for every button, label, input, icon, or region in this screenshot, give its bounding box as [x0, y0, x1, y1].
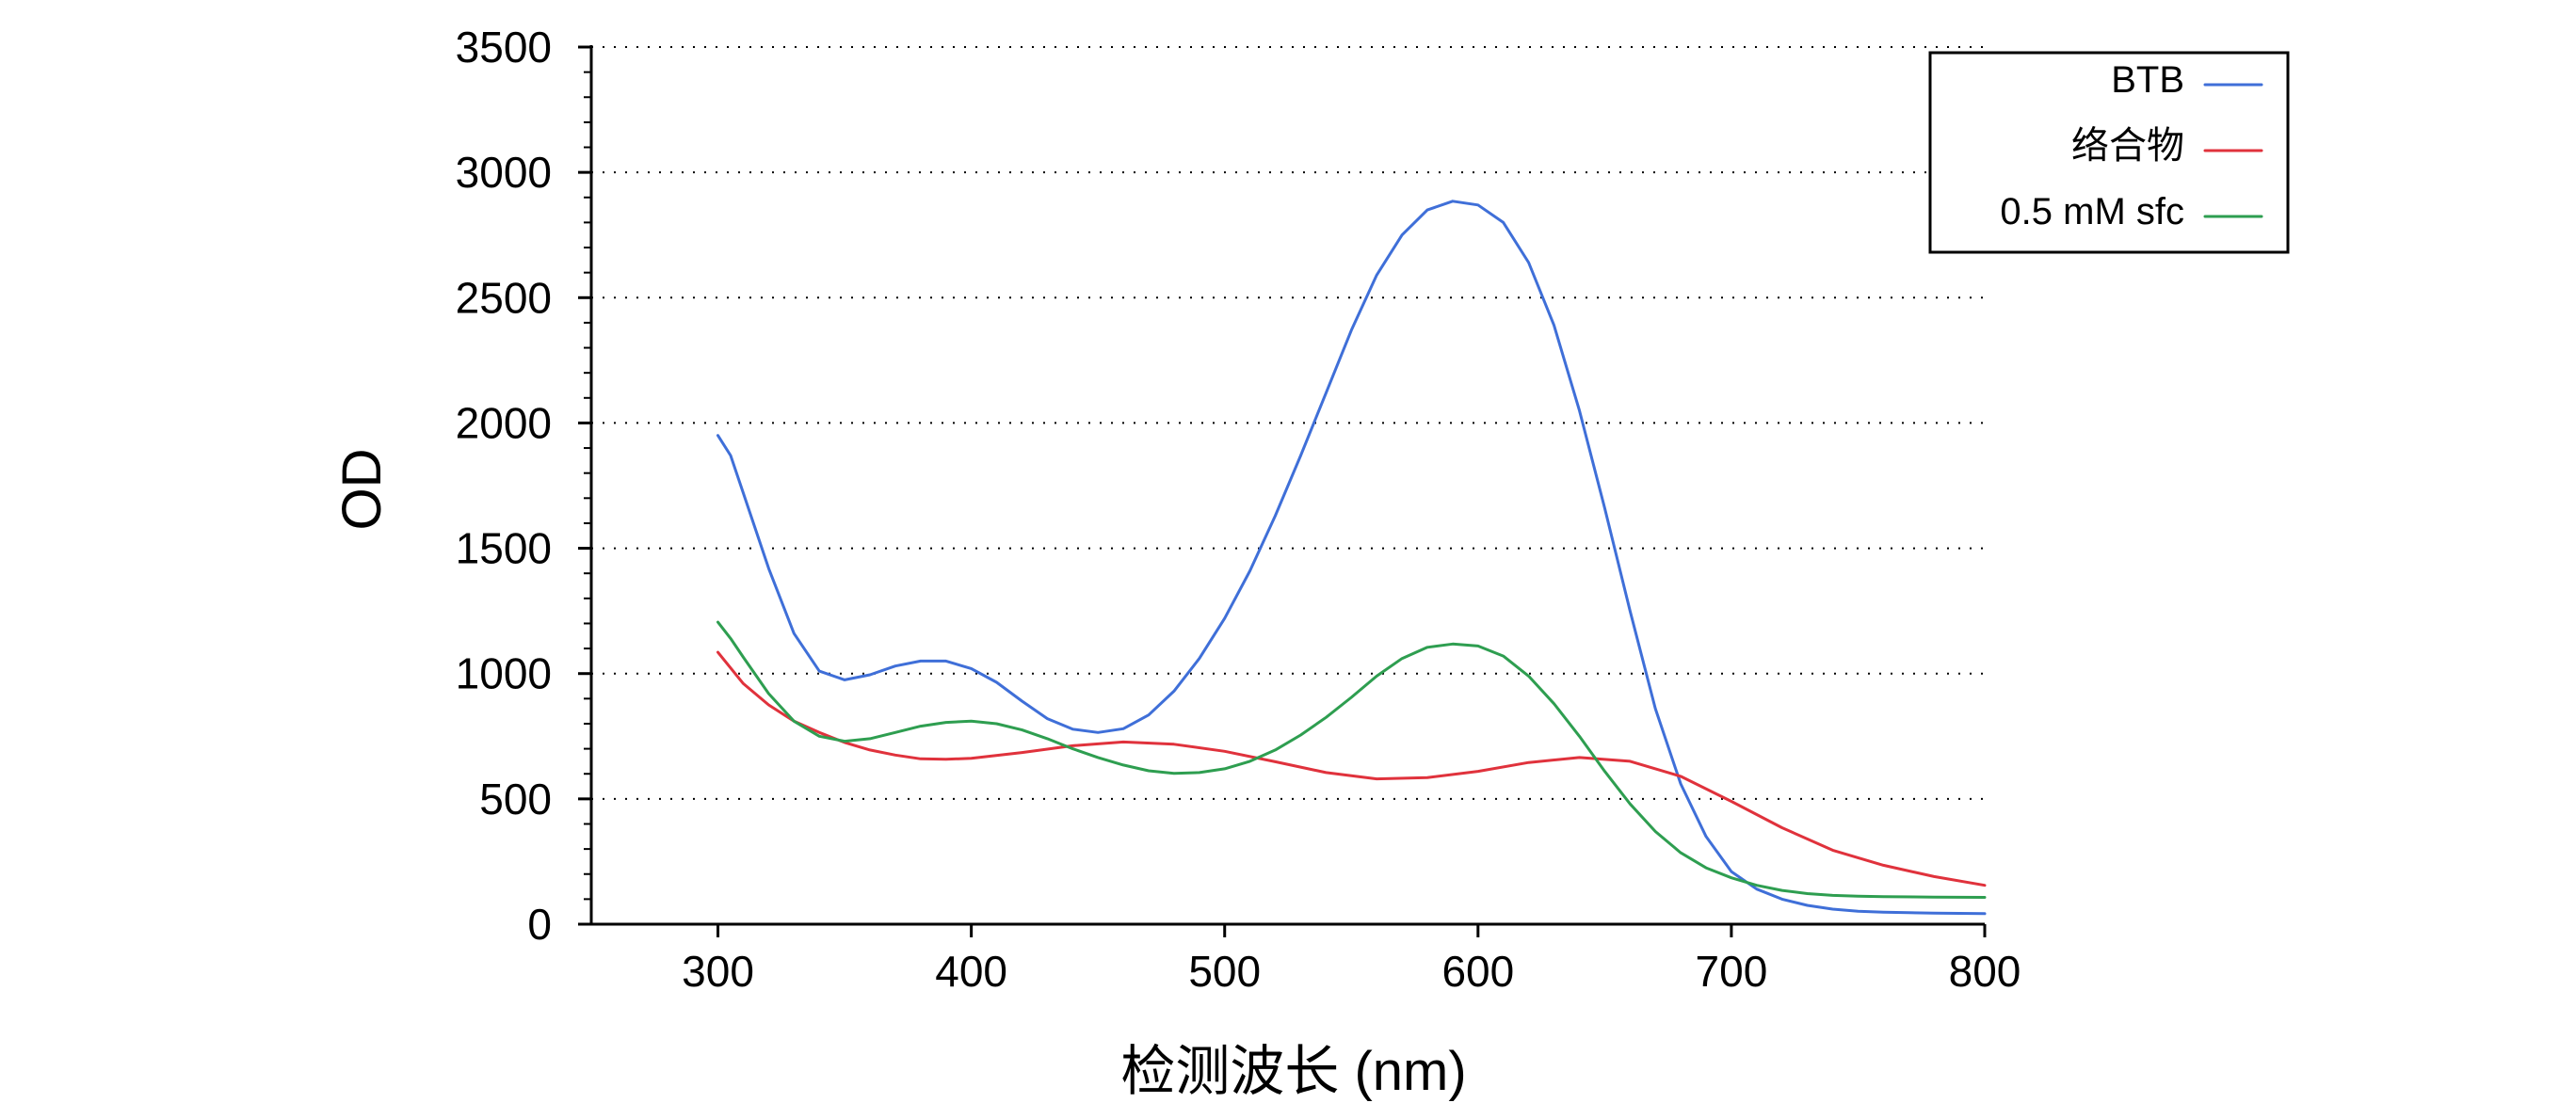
x-axis-title: 检测波长 (nm)	[1120, 1041, 1466, 1102]
series-line-complex	[716, 650, 1987, 887]
y-tick-label: 3000	[456, 148, 552, 197]
series-line-sfc	[716, 620, 1987, 899]
y-tick-label: 1000	[456, 649, 552, 698]
y-tick-label: 3500	[456, 23, 552, 72]
y-tick-label: 0	[527, 900, 552, 949]
y-axis-title: OD	[331, 449, 393, 531]
x-tick-label: 800	[1949, 947, 2021, 996]
tick-labels: 0 500 1000 1500 2000 2500 3000 3500 300 400 500 600…	[456, 23, 2021, 996]
series-line-btb	[716, 200, 1987, 916]
x-tick-label: 400	[935, 947, 1007, 996]
y-tick-label: 500	[479, 775, 552, 823]
legend-label-sfc: 0.5 mM sfc	[2000, 191, 2184, 232]
y-tick-label: 2500	[456, 273, 552, 322]
x-tick-label: 600	[1441, 947, 1514, 996]
legend-label-btb: BTB	[2111, 59, 2184, 101]
gridlines	[591, 46, 1985, 800]
legend-label-complex: 络合物	[2071, 125, 2184, 167]
x-tick-label: 700	[1696, 947, 1768, 996]
legend: BTB 络合物 0.5 mM sfc	[1928, 51, 2290, 254]
y-tick-label: 1500	[456, 524, 552, 573]
x-tick-label: 500	[1188, 947, 1261, 996]
axes	[578, 45, 1985, 926]
axis-ticks	[578, 45, 1987, 937]
x-tick-label: 300	[682, 947, 754, 996]
y-tick-label: 2000	[456, 398, 552, 447]
series-lines	[716, 200, 1987, 916]
